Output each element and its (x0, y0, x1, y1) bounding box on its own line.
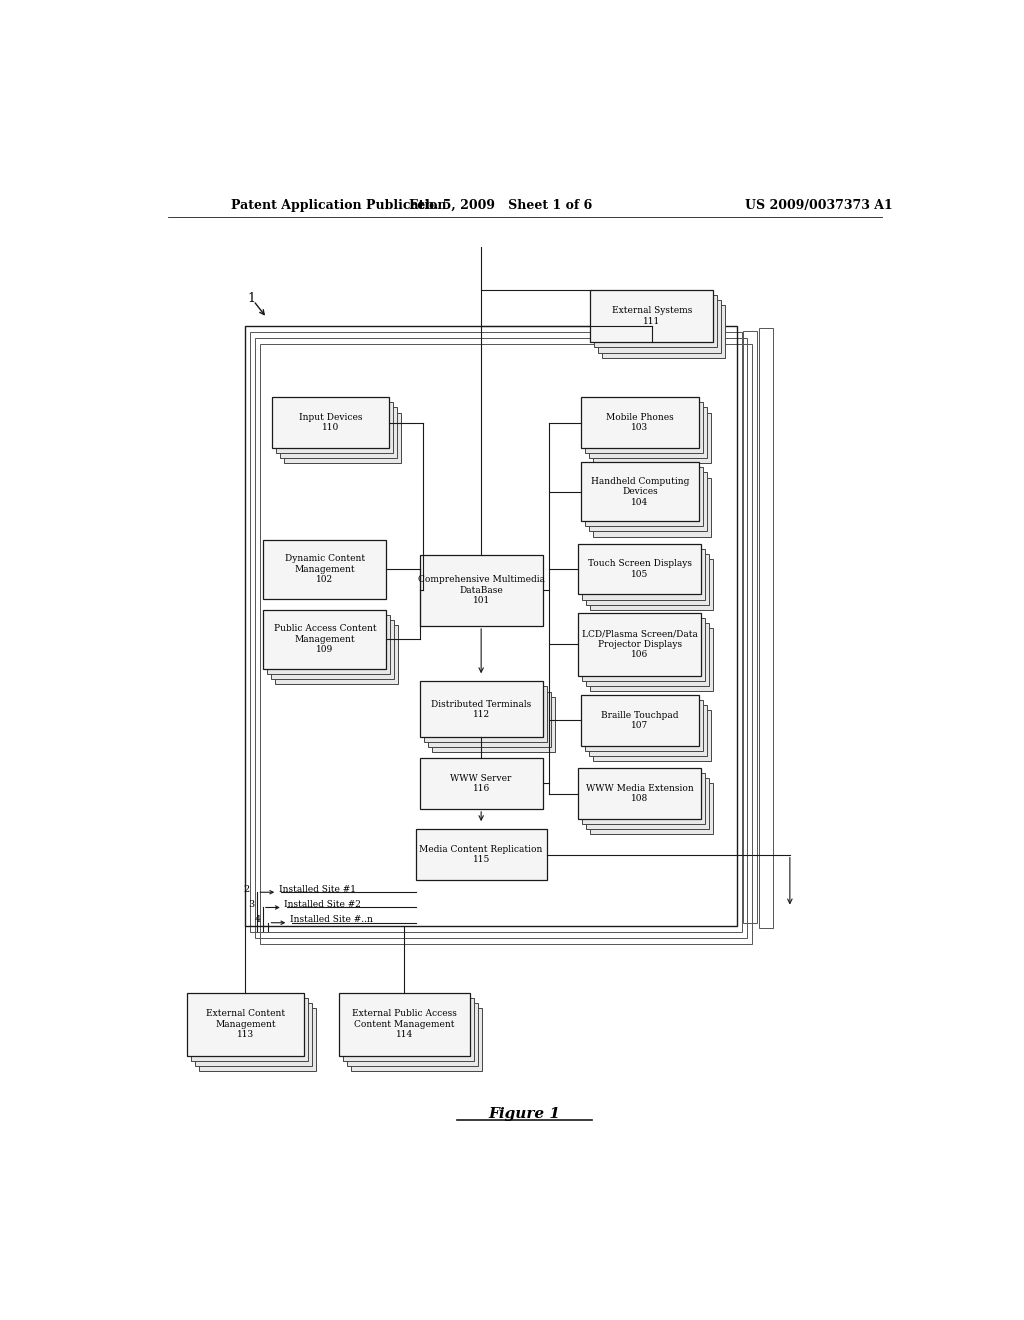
Bar (585, 700, 702, 751)
Bar (263, 610, 386, 669)
Bar (186, 993, 304, 1056)
Bar (267, 615, 390, 673)
Text: Public Access Content
Management
109: Public Access Content Management 109 (273, 624, 376, 653)
Bar (590, 784, 714, 834)
Bar (431, 697, 555, 752)
Bar (250, 333, 742, 932)
Bar (585, 403, 702, 453)
Bar (347, 1003, 477, 1067)
Bar (271, 620, 394, 678)
Bar (263, 540, 386, 598)
Text: US 2009/0037373 A1: US 2009/0037373 A1 (744, 198, 892, 211)
Bar (579, 768, 701, 818)
Bar (759, 329, 773, 928)
Bar (582, 696, 698, 746)
Text: Braille Touchpad
107: Braille Touchpad 107 (601, 710, 679, 730)
Bar (420, 758, 543, 809)
Text: External Public Access
Content Management
114: External Public Access Content Managemen… (351, 1010, 457, 1039)
Bar (579, 612, 701, 676)
Bar (589, 408, 707, 458)
Bar (598, 300, 721, 352)
Text: Installed Site #1: Installed Site #1 (279, 884, 355, 894)
Text: Distributed Terminals
112: Distributed Terminals 112 (431, 700, 531, 719)
Bar (582, 462, 698, 521)
Text: Feb. 5, 2009   Sheet 1 of 6: Feb. 5, 2009 Sheet 1 of 6 (410, 198, 593, 211)
Bar (275, 403, 393, 453)
Bar (587, 779, 710, 829)
Bar (195, 1003, 312, 1067)
Bar (190, 998, 308, 1061)
Bar (199, 1008, 316, 1071)
Bar (743, 331, 758, 923)
Bar (593, 413, 711, 463)
Text: External Systems
111: External Systems 111 (611, 306, 692, 326)
Bar (428, 692, 551, 747)
Bar (280, 408, 397, 458)
Bar (416, 829, 547, 880)
Bar (590, 558, 714, 610)
Text: 2: 2 (243, 884, 250, 894)
Bar (582, 397, 698, 447)
Bar (343, 998, 474, 1061)
Bar (271, 397, 389, 447)
Bar (339, 993, 470, 1056)
Bar (583, 618, 706, 681)
Text: Input Devices
110: Input Devices 110 (299, 413, 362, 433)
Bar (420, 681, 543, 738)
Bar (260, 345, 752, 944)
Text: Dynamic Content
Management
102: Dynamic Content Management 102 (285, 554, 365, 583)
Bar (585, 467, 702, 527)
Bar (579, 544, 701, 594)
Text: LCD/Plasma Screen/Data
Projector Displays
106: LCD/Plasma Screen/Data Projector Display… (582, 630, 697, 659)
Bar (350, 1008, 481, 1071)
Bar (587, 623, 710, 686)
Text: Patent Application Publication: Patent Application Publication (231, 198, 446, 211)
Bar (420, 554, 543, 626)
Bar (589, 705, 707, 756)
Text: WWW Server
116: WWW Server 116 (451, 774, 512, 793)
Bar (590, 289, 714, 342)
Text: External Content
Management
113: External Content Management 113 (206, 1010, 285, 1039)
Bar (594, 294, 717, 347)
Bar (587, 554, 710, 605)
Bar (583, 549, 706, 599)
Bar (284, 413, 401, 463)
Bar (593, 478, 711, 536)
Text: WWW Media Extension
108: WWW Media Extension 108 (586, 784, 693, 804)
Text: Figure 1: Figure 1 (488, 1106, 561, 1121)
Bar (590, 628, 714, 690)
Text: 3: 3 (249, 900, 255, 909)
Text: Installed Site #2: Installed Site #2 (285, 900, 361, 909)
Bar (602, 305, 725, 358)
Bar (246, 326, 737, 925)
Text: Media Content Replication
115: Media Content Replication 115 (420, 845, 543, 865)
Bar (275, 624, 398, 684)
Text: Handheld Computing
Devices
104: Handheld Computing Devices 104 (591, 477, 689, 507)
Bar (593, 710, 711, 762)
Bar (589, 473, 707, 532)
Bar (583, 774, 706, 824)
Text: Installed Site #..n: Installed Site #..n (290, 915, 373, 924)
Text: 1: 1 (247, 292, 255, 305)
Bar (255, 338, 748, 939)
Text: Comprehensive Multimedia
DataBase
101: Comprehensive Multimedia DataBase 101 (418, 576, 545, 606)
Text: Mobile Phones
103: Mobile Phones 103 (606, 413, 674, 433)
Text: Touch Screen Displays
105: Touch Screen Displays 105 (588, 560, 692, 578)
Text: 4: 4 (254, 915, 260, 924)
Bar (424, 686, 547, 742)
